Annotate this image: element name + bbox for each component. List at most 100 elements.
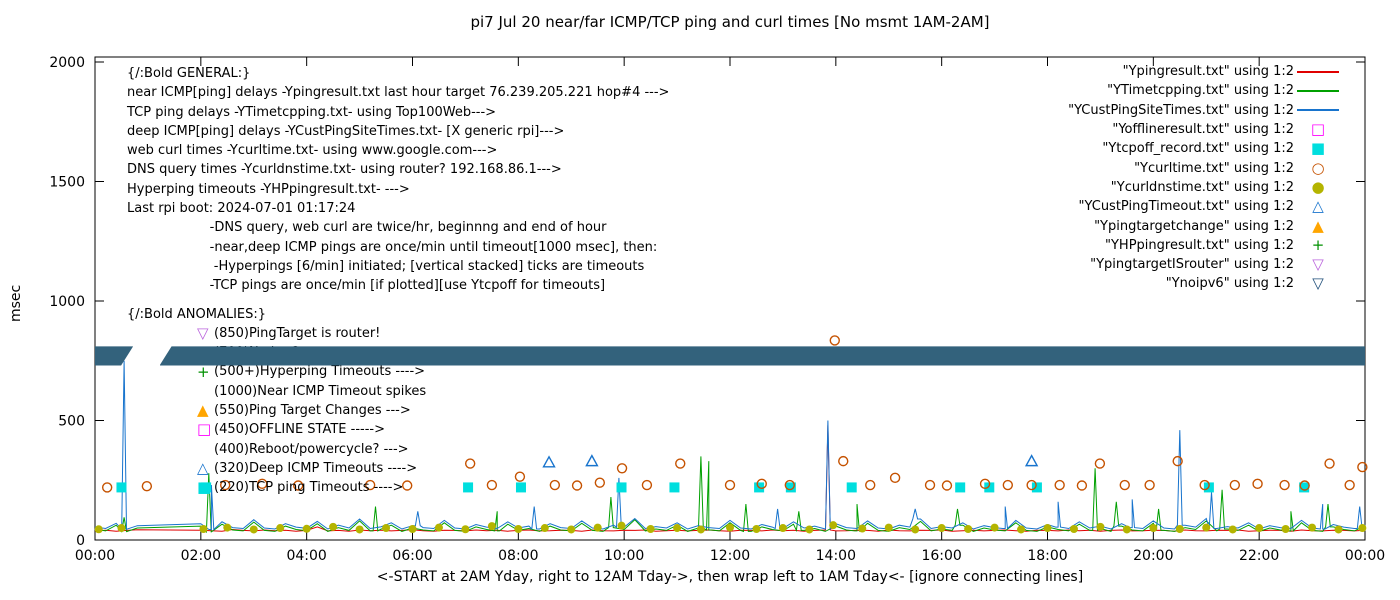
triangle-filled-icon: ▲ bbox=[197, 401, 209, 420]
series-YCustPingSiteTimes.txt bbox=[94, 360, 1366, 531]
markers-Ycurldnstime.txt bbox=[94, 521, 1367, 534]
legend-entry-label: "YCustPingTimeout.txt" using 1:2 bbox=[1078, 199, 1294, 215]
annotation-anomaly-line: + (500+)Hyperping Timeouts ----> bbox=[197, 362, 669, 381]
anomaly-text: (320)Deep ICMP Timeouts ----> bbox=[214, 460, 418, 476]
x-tick-label: 22:00 bbox=[1239, 548, 1279, 564]
legend-sample-line-icon bbox=[1294, 70, 1342, 73]
anomaly-text: (500+)Hyperping Timeouts ----> bbox=[214, 364, 426, 380]
anomaly-text: (850)PingTarget is router! bbox=[214, 325, 381, 341]
legend-entry: "YTimetcpping.txt" using 1:2 bbox=[1068, 81, 1342, 100]
noipv6-band-segment bbox=[159, 346, 1365, 366]
annotation-anomaly-line: △ (320)Deep ICMP Timeouts ----> bbox=[197, 459, 669, 478]
noipv6-band-segment bbox=[95, 346, 133, 365]
legend-sample-circle-filled-icon: ● bbox=[1311, 177, 1325, 196]
legend-entry: "YHPpingresult.txt" using 1:2 + bbox=[1068, 236, 1342, 255]
y-axis-label: msec bbox=[8, 284, 24, 322]
annotation-general-line: Hyperping timeouts -YHPpingresult.txt- -… bbox=[127, 181, 410, 197]
legend-entry-label: "YTimetcpping.txt" using 1:2 bbox=[1107, 83, 1294, 99]
square-open-icon: □ bbox=[197, 420, 212, 439]
legend-sample-circle-open-icon: ○ bbox=[1311, 158, 1325, 177]
legend-entry: "Ytcpoff_record.txt" using 1:2 ■ bbox=[1068, 139, 1342, 158]
legend-entry-label: "Yofflineresult.txt" using 1:2 bbox=[1112, 122, 1294, 138]
legend-entry-label: "Ynoipv6" using 1:2 bbox=[1165, 276, 1294, 292]
legend-sample-plus-icon: + bbox=[1311, 235, 1325, 254]
y-tick-label: 2000 bbox=[49, 55, 85, 71]
legend: "Ypingresult.txt" using 1:2 "YTimetcpping… bbox=[1068, 62, 1342, 294]
x-tick-label: 12:00 bbox=[710, 548, 750, 564]
legend-entry-label: "Ycurltime.txt" using 1:2 bbox=[1134, 160, 1294, 176]
legend-entry: "Ycurltime.txt" using 1:2 ○ bbox=[1068, 158, 1342, 177]
plus-icon: + bbox=[197, 362, 210, 381]
legend-sample-square-filled-icon: ■ bbox=[1310, 139, 1326, 158]
legend-entry-label: "Ypingtargetchange" using 1:2 bbox=[1094, 218, 1294, 234]
annotation-general-line: web curl times -Ycurltime.txt- using www… bbox=[127, 143, 498, 159]
anomaly-text: (220)TCP ping Timeouts ----> bbox=[214, 480, 404, 496]
legend-entry: "YCustPingSiteTimes.txt" using 1:2 bbox=[1068, 101, 1342, 120]
anomaly-text: (400)Reboot/powercycle? ---> bbox=[214, 441, 409, 457]
legend-entry-label: "YpingtargetISrouter" using 1:2 bbox=[1090, 257, 1294, 273]
legend-entry: "Ynoipv6" using 1:2 ▽ bbox=[1068, 274, 1342, 293]
x-tick-label: 08:00 bbox=[498, 548, 538, 564]
anomaly-text: {/:Bold ANOMALIES:} bbox=[127, 306, 267, 322]
legend-sample-triangle-down-open-icon: ▽ bbox=[1312, 255, 1324, 274]
legend-entry-label: "YHPpingresult.txt" using 1:2 bbox=[1105, 237, 1294, 253]
x-tick-label: 10:00 bbox=[604, 548, 644, 564]
annotation-general-line: near ICMP[ping] delays -Ypingresult.txt … bbox=[127, 85, 670, 101]
annotation-general-line: DNS query times -Ycurldnstime.txt- using… bbox=[127, 162, 562, 178]
x-tick-label: 00:00 bbox=[1345, 548, 1385, 564]
x-tick-label: 06:00 bbox=[392, 548, 432, 564]
annotation-anomaly-line: ▽ (850)PingTarget is router! bbox=[197, 324, 669, 343]
annotation-general-line: Last rpi boot: 2024-07-01 01:17:24 bbox=[127, 201, 356, 217]
legend-entry-label: "Ypingresult.txt" using 1:2 bbox=[1122, 64, 1294, 80]
annotation-anomaly-line: (400)Reboot/powercycle? ---> bbox=[197, 440, 669, 459]
chart-title: pi7 Jul 20 near/far ICMP/TCP ping and cu… bbox=[470, 13, 990, 31]
legend-sample-triangle-down-open-icon: ▽ bbox=[1312, 274, 1324, 293]
anomaly-text: (550)Ping Target Changes ---> bbox=[214, 403, 411, 419]
annotation-anomaly-line: {/:Bold ANOMALIES:} bbox=[127, 305, 669, 324]
legend-sample-triangle-open-icon: △ bbox=[1312, 197, 1324, 216]
y-tick-label: 500 bbox=[58, 414, 85, 430]
x-tick-label: 18:00 bbox=[1027, 548, 1067, 564]
annotation-general-line: -DNS query, web curl are twice/hr, begin… bbox=[127, 220, 607, 236]
annotation-general-line: -TCP pings are once/min [if plotted][use… bbox=[127, 278, 606, 294]
legend-entry-label: "Ycurldnstime.txt" using 1:2 bbox=[1110, 179, 1294, 195]
y-tick-label: 1000 bbox=[49, 294, 85, 310]
legend-sample-square-open-icon: □ bbox=[1310, 120, 1326, 139]
legend-entry: "Ypingtargetchange" using 1:2 ▲ bbox=[1068, 216, 1342, 235]
triangle-open-icon: △ bbox=[197, 459, 209, 478]
x-tick-label: 02:00 bbox=[181, 548, 221, 564]
annotation-anomaly-line: (1000)Near ICMP Timeout spikes bbox=[197, 382, 669, 401]
annotation-anomaly-line: □ (450)OFFLINE STATE -----> bbox=[197, 420, 669, 439]
legend-entry: "Ycurldnstime.txt" using 1:2 ● bbox=[1068, 178, 1342, 197]
anomaly-text: (450)OFFLINE STATE -----> bbox=[214, 422, 385, 438]
annotation-general-line: -Hyperpings [6/min] initiated; [vertical… bbox=[127, 258, 645, 274]
triangle-down-open-icon: ▽ bbox=[197, 324, 209, 342]
legend-entry-label: "Ytcpoff_record.txt" using 1:2 bbox=[1102, 141, 1294, 157]
annotation-general-line: TCP ping delays -YTimetcpping.txt- using… bbox=[127, 104, 497, 120]
annotation-general-line: -near,deep ICMP pings are once/min until… bbox=[127, 239, 658, 255]
annotation-general-line: deep ICMP[ping] delays -YCustPingSiteTim… bbox=[127, 123, 565, 139]
x-tick-label: 00:00 bbox=[75, 548, 115, 564]
y-tick-label: 1500 bbox=[49, 175, 85, 191]
series-YTimetcpping.txt bbox=[94, 456, 1366, 534]
legend-entry-label: "YCustPingSiteTimes.txt" using 1:2 bbox=[1068, 102, 1294, 118]
legend-entry: "YCustPingTimeout.txt" using 1:2 △ bbox=[1068, 197, 1342, 216]
annotation-anomaly-line: ■ (220)TCP ping Timeouts ----> bbox=[197, 478, 669, 497]
markers-Ycurltime.txt bbox=[101, 335, 1368, 493]
x-tick-label: 16:00 bbox=[921, 548, 961, 564]
annotations-block: {/:Bold GENERAL:} near ICMP[ping] delays … bbox=[127, 64, 669, 498]
legend-sample-line-icon bbox=[1294, 109, 1342, 112]
markers-YCustPingTimeout.txt bbox=[542, 454, 1039, 468]
y-tick-label: 0 bbox=[76, 533, 85, 549]
x-axis-label: <-START at 2AM Yday, right to 12AM Tday-… bbox=[376, 569, 1084, 585]
annotation-general-line: {/:Bold GENERAL:} bbox=[127, 66, 251, 81]
square-filled-icon: ■ bbox=[197, 478, 212, 497]
x-tick-label: 04:00 bbox=[286, 548, 326, 564]
annotation-anomaly-line: ▲ (550)Ping Target Changes ---> bbox=[197, 401, 669, 420]
anomaly-text: (1000)Near ICMP Timeout spikes bbox=[214, 383, 427, 399]
legend-entry: "YpingtargetISrouter" using 1:2 ▽ bbox=[1068, 255, 1342, 274]
legend-sample-triangle-filled-icon: ▲ bbox=[1312, 216, 1324, 235]
legend-entry: "Yofflineresult.txt" using 1:2 □ bbox=[1068, 120, 1342, 139]
